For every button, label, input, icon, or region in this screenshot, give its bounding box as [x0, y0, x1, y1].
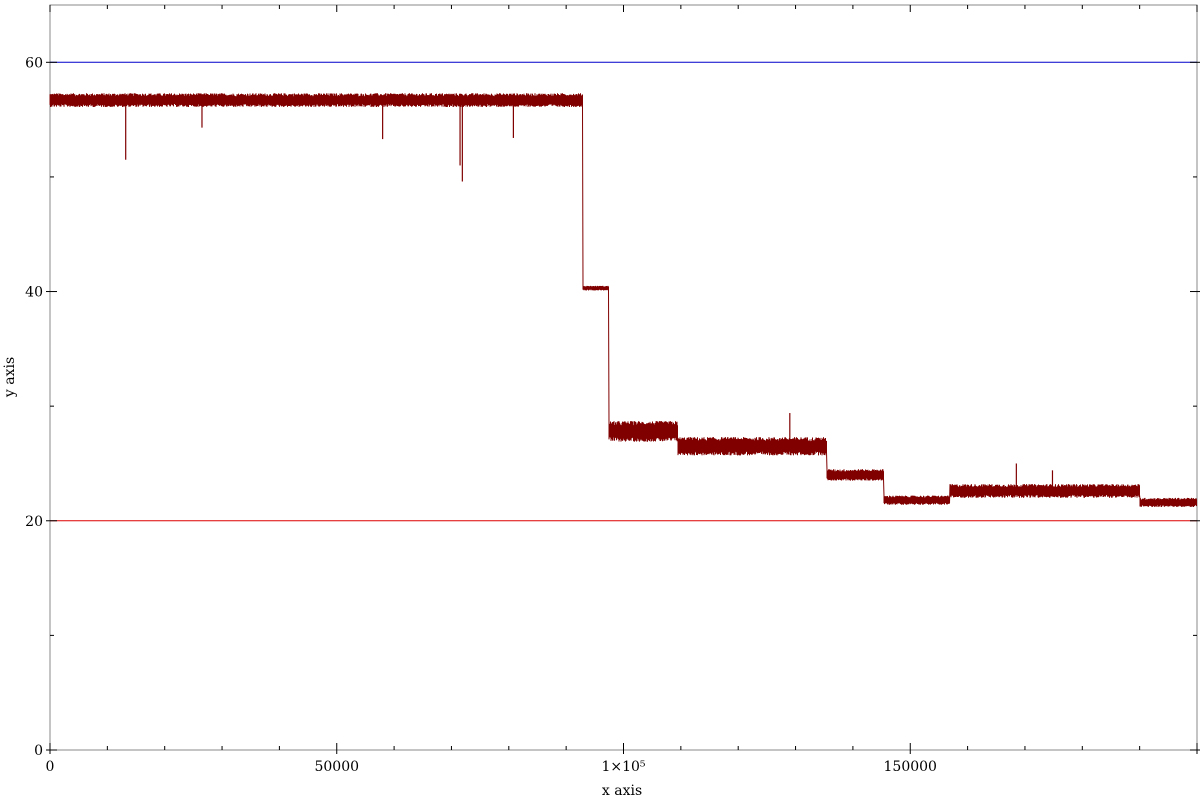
x-axis-title: x axis [602, 783, 642, 799]
y-tick-label: 20 [25, 514, 43, 530]
x-tick-label: 50000 [314, 759, 359, 775]
plot-frame [49, 4, 1198, 751]
x-tick-label: 1×10⁵ [601, 759, 645, 775]
y-axis-title: y axis [2, 357, 18, 398]
y-tick-label: 60 [25, 55, 43, 71]
x-tick-label: 0 [46, 759, 55, 775]
x-tick-label: 150000 [884, 759, 937, 775]
series-0-line [49, 93, 1197, 508]
y-tick-label: 40 [25, 285, 43, 301]
y-tick-label: 0 [34, 743, 43, 759]
